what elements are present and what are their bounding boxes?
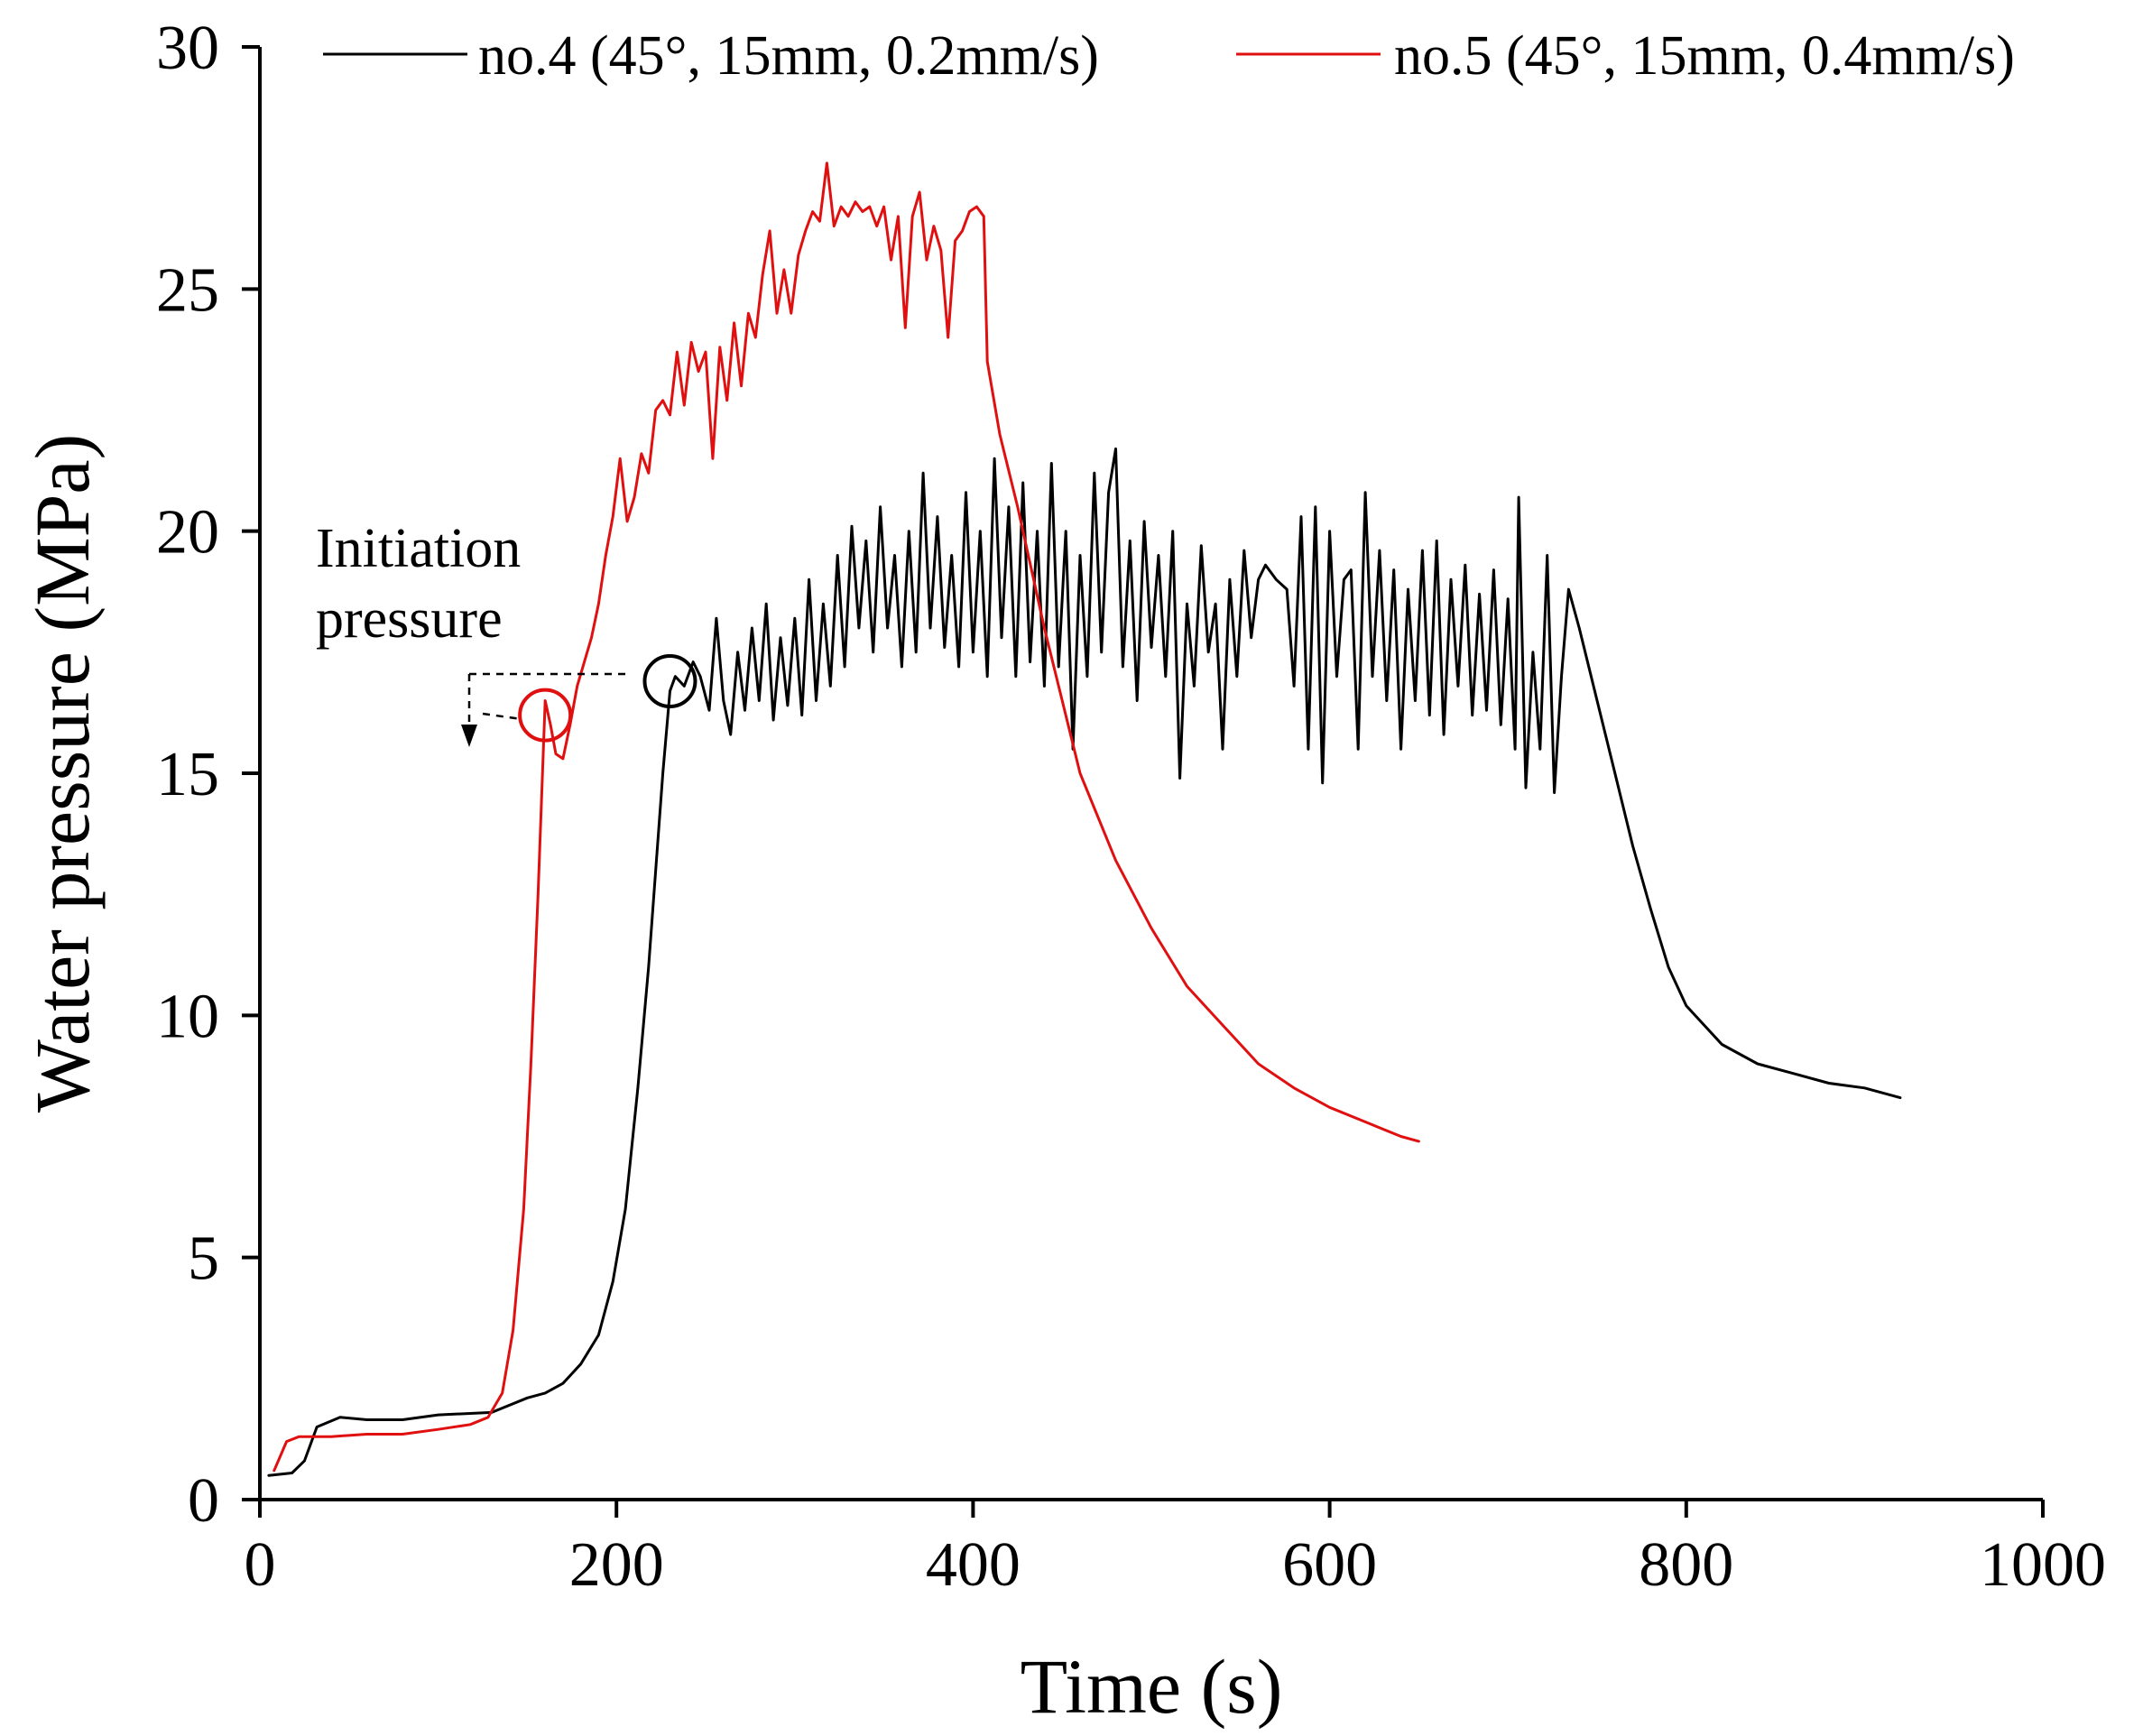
annotation-text-line: pressure <box>316 588 503 650</box>
initiation-marker-1 <box>642 654 697 709</box>
initiation-marker-2 <box>518 688 573 743</box>
y-tick-label: 5 <box>188 1224 219 1294</box>
annotation-arrowhead <box>461 725 477 747</box>
annotation-leader-no5 <box>482 712 522 721</box>
x-axis-title: Time (s) <box>1021 1643 1283 1730</box>
y-tick-label: 10 <box>156 982 219 1051</box>
y-tick-label: 0 <box>188 1466 219 1536</box>
legend: no.4 (45°, 15mm, 0.2mm/s) no.5 (45°, 15mm… <box>323 25 2015 87</box>
plot-lines <box>267 162 1902 1477</box>
x-tick-label: 1000 <box>1980 1530 2106 1600</box>
y-tick-label: 15 <box>156 740 219 809</box>
x-tick-label: 400 <box>926 1530 1021 1600</box>
series-line-no4 <box>267 447 1902 1477</box>
x-tick-label: 800 <box>1639 1530 1733 1600</box>
annotation-text-line: Initiation <box>316 518 521 579</box>
x-tick-label: 0 <box>245 1530 276 1600</box>
series-line-no5 <box>272 162 1420 1473</box>
y-tick-label: 25 <box>156 255 219 325</box>
y-axis: 0 5 10 15 20 25 30 <box>156 14 262 1536</box>
annotations: Initiation pressure <box>316 518 632 747</box>
x-tick-label: 600 <box>1282 1530 1377 1600</box>
legend-label: no.5 (45°, 15mm, 0.4mm/s) <box>1394 25 2015 87</box>
x-tick-label: 200 <box>569 1530 664 1600</box>
y-axis-title: Water pressure (MPa) <box>19 434 106 1113</box>
x-axis: 0 200 400 600 800 1000 <box>245 1498 2106 1600</box>
y-tick-label: 30 <box>156 14 219 83</box>
y-tick-label: 20 <box>156 498 219 568</box>
legend-label: no.4 (45°, 15mm, 0.2mm/s) <box>478 25 1099 87</box>
